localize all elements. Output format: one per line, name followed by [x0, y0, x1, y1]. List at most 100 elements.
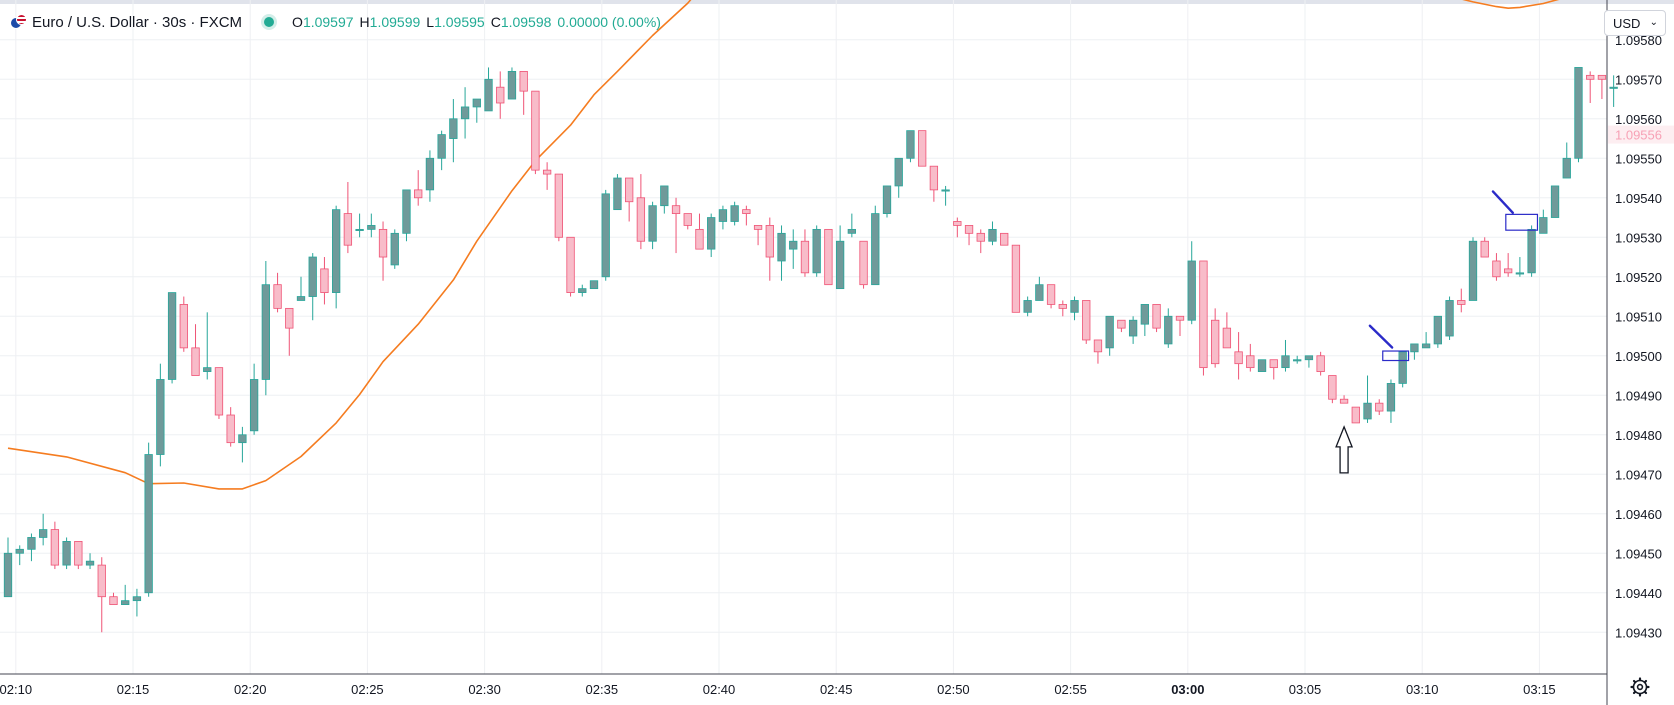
- price-tick-label: 1.09480: [1615, 428, 1662, 443]
- candle-up: [1128, 316, 1138, 344]
- candle-up: [660, 185, 669, 214]
- candle-body: [941, 189, 950, 192]
- candle-body: [1433, 315, 1442, 345]
- candle-body: [882, 185, 892, 214]
- candle-body: [953, 221, 962, 226]
- candle-body: [578, 288, 587, 293]
- time-tick-label: 02:45: [820, 682, 853, 697]
- candle-down: [859, 240, 868, 289]
- price-label-bg: [1608, 125, 1674, 144]
- candle-down: [273, 272, 282, 313]
- time-tick-label: 02:25: [351, 682, 384, 697]
- gear-icon[interactable]: [1630, 677, 1650, 697]
- candle-down: [542, 162, 552, 190]
- candle-body: [1339, 398, 1349, 404]
- candle-down: [1093, 339, 1103, 364]
- market-status-icon[interactable]: [264, 17, 275, 27]
- candle-body: [3, 552, 13, 598]
- candle-body: [601, 193, 610, 278]
- candle-body: [519, 70, 528, 92]
- candle-down: [1211, 308, 1220, 368]
- candle-body: [1246, 355, 1255, 369]
- candle-body: [62, 541, 71, 566]
- candle-body: [27, 537, 36, 550]
- candle-down: [765, 217, 774, 281]
- candle-body: [1550, 185, 1560, 218]
- candle-body: [425, 157, 435, 191]
- price-tick-label: 1.09540: [1615, 191, 1662, 206]
- candle-body: [1187, 260, 1196, 321]
- candle-down: [1492, 253, 1501, 281]
- candle-body: [988, 228, 997, 242]
- time-tick-label: 03:15: [1523, 682, 1556, 697]
- candle-body: [636, 197, 646, 242]
- candle-body: [437, 134, 446, 159]
- candle-down: [1339, 395, 1349, 404]
- time-tick-label: 02:50: [937, 682, 970, 697]
- candle-down: [1586, 71, 1595, 103]
- candle-down: [343, 181, 353, 254]
- candle-up: [121, 584, 130, 606]
- candle-up: [1257, 359, 1267, 372]
- candle-body: [1058, 304, 1067, 309]
- candle-body: [1492, 260, 1501, 278]
- candle-body: [1070, 300, 1079, 313]
- candle-body: [132, 596, 142, 602]
- candle-body: [777, 232, 786, 262]
- candle-down: [1117, 319, 1126, 333]
- time-axis[interactable]: 02:10 02:15 02:20 02:25 02:30 02:35 02:40 02:45…: [0, 682, 1556, 697]
- candle-body: [1351, 406, 1360, 424]
- candle-down: [753, 225, 763, 246]
- candle-up: [1410, 343, 1419, 360]
- symbol-title[interactable]: Euro / U.S. Dollar · 30s · FXCM: [32, 13, 243, 31]
- candle-body: [648, 205, 657, 242]
- candle-body: [472, 98, 481, 108]
- candle-body: [1293, 359, 1302, 362]
- candle-up: [332, 205, 341, 309]
- candle-body: [894, 157, 903, 187]
- candle-down: [1457, 288, 1466, 313]
- candle-body: [871, 213, 880, 286]
- candle-down: [109, 592, 118, 606]
- candle-body: [964, 225, 974, 234]
- trend-line-annotation: [1491, 190, 1515, 214]
- candle-body: [1316, 355, 1325, 372]
- currency-label: USD: [1613, 15, 1641, 31]
- candle-down: [74, 541, 83, 570]
- candle-up: [941, 185, 950, 206]
- candle-body: [1152, 304, 1161, 329]
- candle-up: [1281, 339, 1290, 372]
- candle-body: [683, 213, 692, 226]
- candle-up: [144, 442, 153, 597]
- candle-body: [824, 228, 833, 286]
- candle-body: [1269, 359, 1278, 369]
- candle-body: [273, 284, 282, 309]
- candle-up: [1574, 67, 1583, 163]
- currency-select[interactable]: USD ⌄: [1604, 10, 1666, 36]
- candle-up: [613, 174, 622, 211]
- candle-body: [1304, 355, 1314, 361]
- close-value: 1.09598: [500, 14, 552, 30]
- candle-body: [906, 130, 915, 159]
- price-tick-label: 1.09440: [1615, 586, 1662, 601]
- candle-body: [742, 209, 751, 214]
- candle-up: [1164, 308, 1173, 348]
- candle-body: [1468, 240, 1478, 301]
- candle-up: [1550, 185, 1560, 218]
- candle-down: [496, 71, 505, 119]
- close-label: C: [490, 14, 501, 30]
- price-tick-label: 1.09510: [1615, 309, 1662, 324]
- candle-body: [156, 379, 165, 455]
- candle-body: [1199, 260, 1208, 369]
- price-axis[interactable]: 1.09430 1.09440 1.09450 1.09460 1.09470 1.094…: [1608, 33, 1674, 640]
- open-value: 1.09597: [302, 14, 354, 30]
- open-label: O: [292, 14, 303, 30]
- candle-down: [1375, 399, 1384, 416]
- candle-up: [156, 363, 165, 467]
- candle-body: [1093, 339, 1103, 353]
- candle-body: [1375, 402, 1384, 412]
- high-label: H: [359, 14, 370, 30]
- candle-body: [1363, 402, 1372, 420]
- candle-body: [343, 213, 353, 246]
